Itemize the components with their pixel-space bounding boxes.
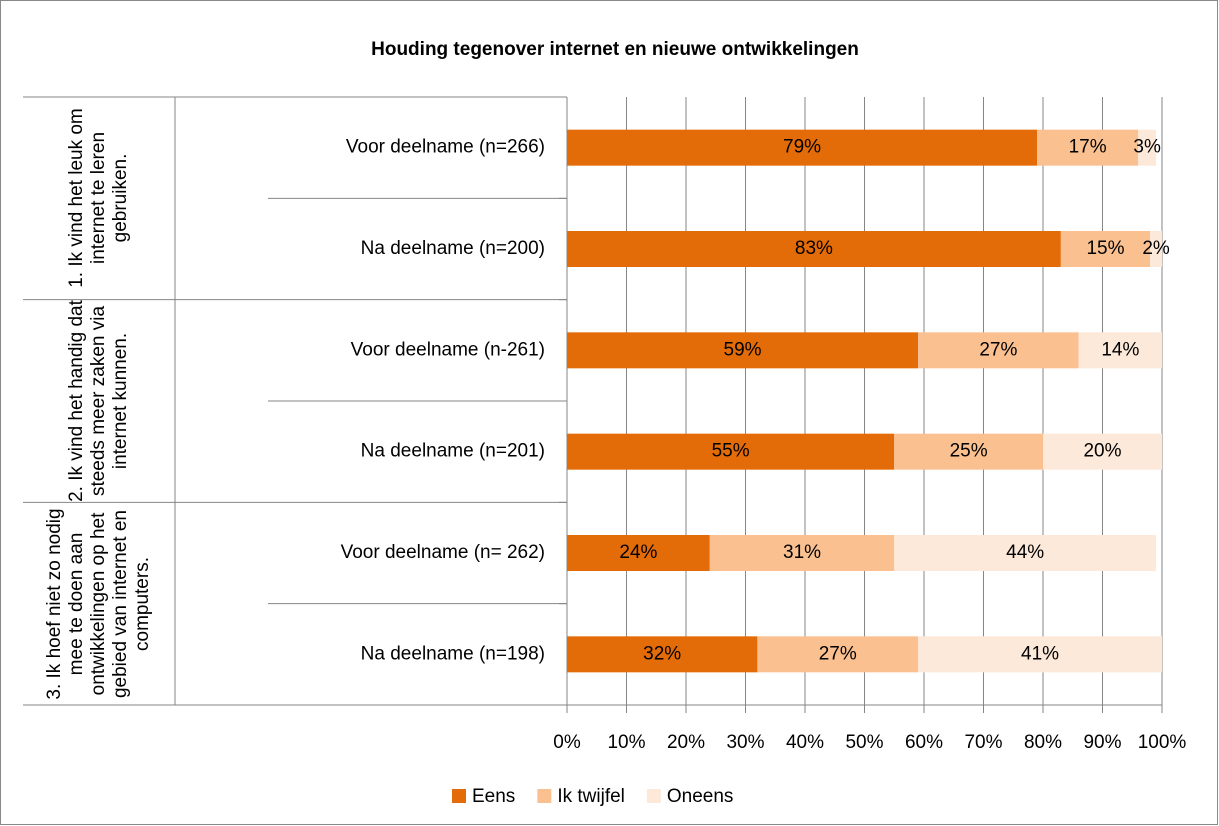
x-tick-label: 50% [845,732,883,753]
y-tick-label: Voor deelname (n= 262) [341,542,545,563]
bar-segment [567,231,1061,267]
y-tick-label: Na deelname (n=200) [361,238,545,259]
bar-segment [1138,129,1157,166]
legend-label: Ik twijfel [557,786,625,807]
bar-segment [918,332,1079,369]
x-tick-label: 100% [1138,732,1187,753]
x-tick-label: 80% [1024,732,1062,753]
data-label: 41% [1021,643,1059,664]
bar-segment [1043,433,1162,470]
data-label: 3% [1133,137,1161,158]
data-label: 27% [979,339,1017,360]
data-label: 59% [724,339,762,360]
x-tick-label: 40% [786,732,824,753]
bar-segment [567,129,1038,166]
legend-swatch [452,789,466,803]
x-tick-label: 0% [553,732,581,753]
data-label: 44% [1006,542,1044,563]
bar-segment [567,433,895,470]
legend-swatch [646,789,661,803]
data-label: 27% [819,643,857,664]
bar-segment [567,332,919,369]
bar-segment [1150,231,1162,267]
data-label: 2% [1142,238,1170,259]
group-label: 1. Ik vind het leuk om internet te leren… [66,108,131,289]
data-label: 25% [950,441,988,462]
bar-segment [894,535,1157,571]
legend-label: Eens [472,786,515,807]
data-label: 17% [1069,137,1107,158]
data-label: 79% [783,137,821,158]
x-tick-label: 20% [667,732,705,753]
data-label: 83% [795,238,833,259]
group-label: 3. Ik hoef niet zo nodig mee te doen aan… [44,508,153,700]
x-tick-label: 70% [964,732,1002,753]
x-tick-label: 30% [726,732,764,753]
group-label: 2. Ik vind het handig dat steeds meer za… [66,300,131,502]
legend-swatch [537,789,552,803]
data-label: 20% [1083,441,1121,462]
data-label: 15% [1086,238,1124,259]
data-label: 31% [783,542,821,563]
y-tick-label: Na deelname (n=201) [361,441,545,462]
x-tick-label: 90% [1083,732,1121,753]
data-label: 24% [619,542,657,563]
bar-segment [567,636,758,673]
data-label: 32% [643,643,681,664]
data-label: 55% [712,441,750,462]
bar-segment [918,636,1162,673]
legend-label: Oneens [667,786,734,807]
bar-segment [1037,129,1139,166]
chart-title: Houding tegenover internet en nieuwe ont… [371,39,859,60]
y-tick-label: Voor deelname (n=266) [346,137,545,158]
y-tick-label: Voor deelname (n-261) [351,339,545,360]
x-tick-label: 60% [905,732,943,753]
bar-segment [1060,231,1151,267]
x-tick-label: 10% [607,732,645,753]
bar-segment [709,535,895,571]
bar-segment [894,433,1043,470]
bar-segment [757,636,919,673]
bar-segment [1078,332,1162,369]
data-label: 14% [1101,339,1139,360]
y-tick-label: Na deelname (n=198) [361,643,545,664]
bar-segment [567,535,710,571]
